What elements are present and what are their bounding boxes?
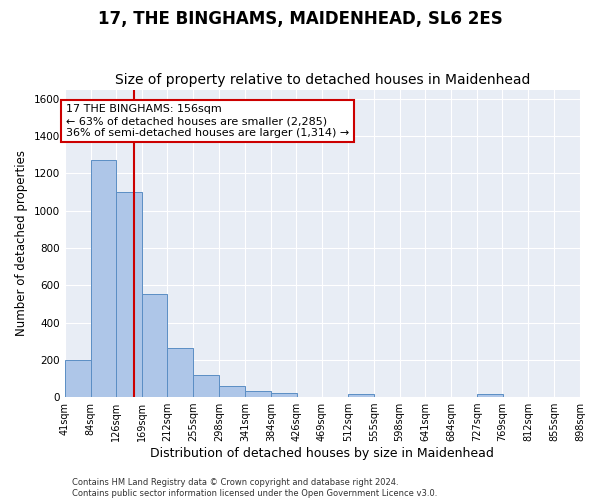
Bar	[271, 393, 297, 397]
Bar	[477, 394, 503, 397]
Bar	[142, 294, 167, 397]
Bar	[348, 394, 374, 397]
Bar	[167, 348, 193, 397]
Bar	[116, 192, 142, 397]
Text: 17, THE BINGHAMS, MAIDENHEAD, SL6 2ES: 17, THE BINGHAMS, MAIDENHEAD, SL6 2ES	[98, 10, 502, 28]
Title: Size of property relative to detached houses in Maidenhead: Size of property relative to detached ho…	[115, 73, 530, 87]
Bar	[65, 360, 91, 397]
X-axis label: Distribution of detached houses by size in Maidenhead: Distribution of detached houses by size …	[151, 447, 494, 460]
Bar	[193, 374, 219, 397]
Bar	[245, 391, 271, 397]
Text: 17 THE BINGHAMS: 156sqm
← 63% of detached houses are smaller (2,285)
36% of semi: 17 THE BINGHAMS: 156sqm ← 63% of detache…	[66, 104, 349, 138]
Bar	[91, 160, 116, 397]
Y-axis label: Number of detached properties: Number of detached properties	[15, 150, 28, 336]
Bar	[219, 386, 245, 397]
Text: Contains HM Land Registry data © Crown copyright and database right 2024.
Contai: Contains HM Land Registry data © Crown c…	[72, 478, 437, 498]
